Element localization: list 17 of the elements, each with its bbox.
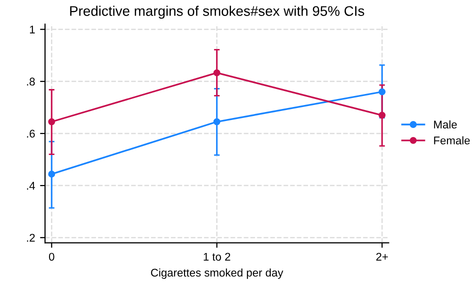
point [213, 69, 220, 76]
legend-label: Female [434, 136, 470, 144]
point [48, 170, 56, 178]
x-tick-label: 0 [48, 252, 54, 261]
point [48, 118, 56, 126]
chart-title: Predictive margins of smokes#sex with 95% CIs [70, 6, 364, 19]
point [378, 88, 386, 96]
y-tick-label: .4 [27, 182, 35, 190]
point [213, 118, 220, 126]
y-tick-label: 1 [30, 26, 35, 34]
y-tick-label: .6 [27, 130, 35, 138]
x-axis-title: Cigarettes smoked per day [151, 268, 284, 279]
y-tick-label: .2 [27, 234, 35, 242]
y-tick-label: .8 [27, 78, 35, 86]
x-tick-label: 2+ [376, 252, 388, 261]
legend-label: Male [434, 120, 457, 129]
x-tick-label: 1 to 2 [204, 252, 230, 261]
